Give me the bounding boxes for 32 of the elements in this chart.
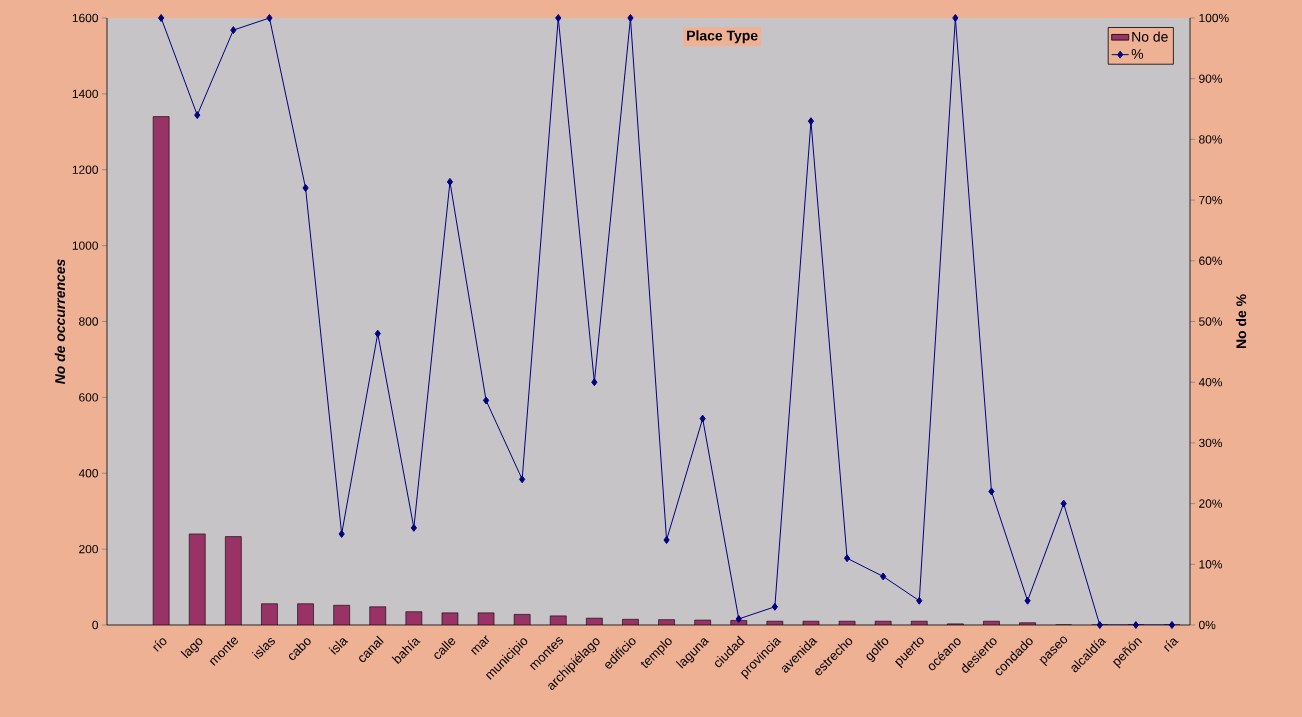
y2-tick-label: 90%	[1199, 74, 1223, 83]
y2-tick-label: 10%	[1199, 560, 1223, 569]
y-tick-label: 600	[79, 393, 99, 402]
y-axis-title: No de occurrences	[54, 259, 66, 385]
y-tick-label: 1600	[72, 13, 99, 23]
x-tick-label: ría	[1163, 638, 1179, 652]
y2-tick-label: 50%	[1199, 317, 1223, 326]
y-tick-label: 1400	[72, 89, 99, 99]
y2-tick-label: 70%	[1199, 195, 1223, 205]
y-tick-label: 1000	[72, 241, 99, 250]
y2-tick-label: 0%	[1199, 620, 1216, 630]
x-tick-label: cabo	[288, 638, 311, 661]
y2-axis-title: No de %	[1235, 294, 1247, 349]
y2-tick-label: 20%	[1199, 499, 1223, 508]
legend-label: No de	[1132, 31, 1168, 42]
y-tick-label: 800	[79, 317, 99, 326]
x-tick-label: calle	[434, 638, 456, 659]
y2-tick-label: 40%	[1198, 377, 1223, 387]
legend-label: %	[1131, 49, 1144, 59]
y-tick-label: 400	[78, 469, 99, 478]
x-tick-label: río	[152, 638, 167, 652]
y-tick-label: 0	[92, 620, 99, 630]
text: Place Type	[687, 30, 758, 44]
y-tick-label: 1200	[72, 165, 99, 174]
y-tick-label: 200	[79, 544, 99, 554]
y2-tick-label: 80%	[1199, 135, 1223, 144]
y2-tick-label: 60%	[1199, 256, 1223, 266]
x-tick-label: islas	[251, 637, 275, 660]
x-tick-label: lago	[180, 638, 203, 659]
x-tick-label: isla	[328, 638, 349, 655]
y2-tick-label: 30%	[1199, 438, 1223, 448]
y2-tick-label: 100%	[1199, 13, 1229, 23]
